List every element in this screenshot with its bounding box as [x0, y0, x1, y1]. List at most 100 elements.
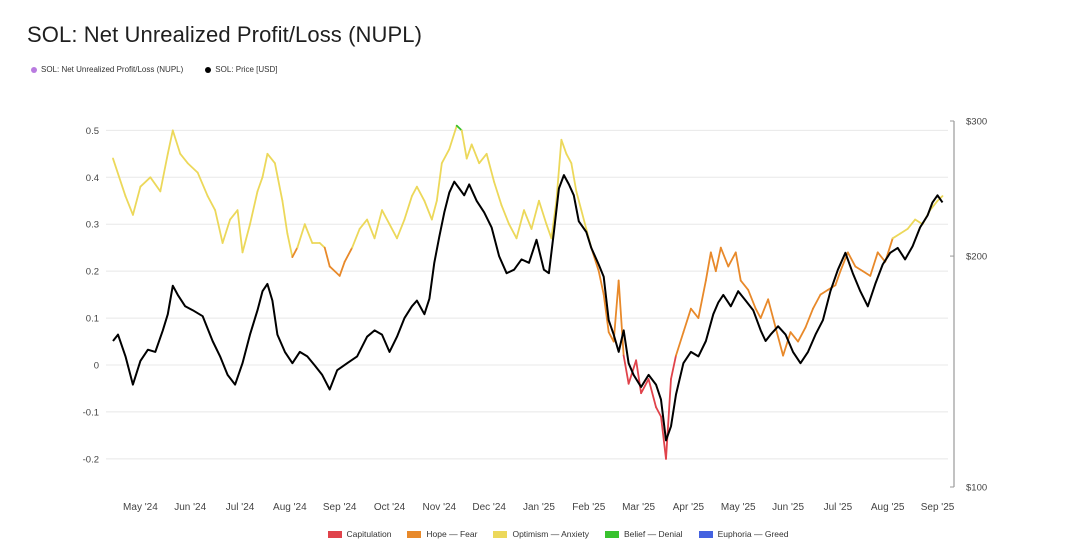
- nupl-segment: [727, 251, 737, 268]
- y-left-tick-label: 0: [94, 361, 99, 372]
- legend-item-nupl[interactable]: SOL: Net Unrealized Profit/Loss (NUPL): [31, 65, 183, 74]
- nupl-segment: [555, 138, 563, 202]
- zone-legend-hope-fear[interactable]: Hope — Fear: [407, 529, 477, 539]
- nupl-segment: [782, 331, 792, 357]
- nupl-segment: [899, 228, 909, 235]
- zone-legend-capitulation[interactable]: Capitulation: [327, 529, 391, 539]
- nupl-segment: [440, 148, 451, 165]
- x-tick-label: Oct '24: [374, 502, 406, 513]
- zone-legend-belief-denial[interactable]: Belief — Denial: [604, 529, 683, 539]
- nupl-segment: [854, 265, 864, 273]
- nupl-segment: [286, 232, 294, 258]
- x-tick-label: Jul '25: [824, 502, 853, 513]
- zone-swatch-hope-fear: [407, 530, 422, 538]
- nupl-segment: [179, 152, 189, 165]
- nupl-segment: [358, 218, 368, 230]
- nupl-segment: [318, 242, 326, 249]
- nupl-segment: [759, 298, 770, 319]
- nupl-segment: [747, 289, 757, 310]
- nupl-segment: [403, 195, 413, 221]
- zone-legend-euphoria-greed[interactable]: Euphoria — Greed: [698, 529, 788, 539]
- nupl-segment: [660, 415, 667, 460]
- y-right-tick-label: $300: [966, 117, 987, 128]
- nupl-segment: [338, 260, 346, 277]
- nupl-segment: [366, 218, 376, 240]
- nupl-segment: [196, 171, 209, 197]
- nupl-segment: [612, 279, 620, 343]
- x-tick-label: Sep '25: [921, 502, 955, 513]
- nupl-segment: [550, 199, 558, 240]
- nupl-segment: [221, 218, 231, 244]
- nupl-segment: [236, 209, 244, 254]
- series-legend: SOL: Net Unrealized Profit/Loss (NUPL) S…: [31, 65, 278, 74]
- legend-label-price: SOL: Price [USD]: [215, 65, 278, 74]
- nupl-segment: [675, 331, 685, 357]
- zone-label-belief-denial: Belief — Denial: [623, 529, 683, 539]
- nupl-segment: [381, 209, 391, 226]
- nupl-segment: [343, 246, 354, 263]
- nupl-segment: [132, 185, 142, 216]
- price-line: [112, 174, 944, 442]
- legend-dot-nupl: [31, 66, 37, 73]
- nupl-segment: [670, 354, 677, 380]
- zone-swatch-euphoria-greed: [698, 530, 713, 538]
- x-tick-label: Jun '24: [174, 502, 206, 513]
- nupl-segment: [812, 293, 822, 310]
- nupl-segment: [690, 307, 700, 319]
- nupl-segment: [869, 251, 879, 277]
- zone-swatch-capitulation: [327, 530, 342, 538]
- nupl-segment: [560, 138, 568, 155]
- nupl-segment: [229, 209, 239, 221]
- nupl-segment: [430, 199, 438, 221]
- legend-label-nupl: SOL: Net Unrealized Profit/Loss (NUPL): [41, 65, 184, 74]
- nupl-segment: [500, 204, 510, 226]
- nupl-segment: [281, 199, 289, 235]
- y-right-tick-label: $200: [966, 252, 987, 263]
- nupl-segment: [396, 218, 406, 240]
- nupl-segment: [266, 152, 276, 165]
- nupl-segment: [545, 223, 553, 240]
- nupl-segment: [774, 326, 784, 357]
- x-tick-label: Jun '25: [772, 502, 804, 513]
- chart-title: SOL: Net Unrealized Profit/Loss (NUPL): [27, 22, 423, 47]
- zone-legend: Capitulation Hope — Fear Optimism — Anxi…: [0, 529, 1066, 539]
- nupl-segment: [704, 251, 712, 282]
- nupl-segment: [719, 246, 730, 268]
- nupl-segment: [478, 152, 488, 165]
- legend-dot-price: [205, 66, 212, 73]
- nupl-segment: [906, 218, 917, 230]
- y-left-tick-label: 0.4: [86, 173, 99, 184]
- zone-legend-optimism-anxiety[interactable]: Optimism — Anxiety: [493, 529, 589, 539]
- nupl-segment: [523, 209, 533, 230]
- nupl-segment: [734, 251, 742, 282]
- nupl-segment: [159, 152, 169, 193]
- nupl-segment: [789, 331, 799, 343]
- nupl-segment: [149, 176, 162, 193]
- nupl-segment: [714, 246, 722, 273]
- x-tick-label: Sep '24: [323, 502, 357, 513]
- nupl-series: [112, 124, 944, 460]
- nupl-segment: [241, 223, 251, 254]
- nupl-segment: [171, 129, 182, 155]
- nupl-segment: [274, 162, 284, 202]
- nupl-segment: [697, 279, 707, 319]
- nupl-segment: [328, 265, 336, 273]
- nupl-segment: [166, 129, 174, 155]
- legend-item-price[interactable]: SOL: Price [USD]: [205, 65, 278, 74]
- nupl-segment: [565, 152, 573, 165]
- y-left-tick-label: 0.5: [86, 126, 99, 137]
- nupl-segment: [914, 218, 924, 226]
- nupl-segment: [665, 378, 672, 460]
- x-tick-label: Aug '25: [871, 502, 905, 513]
- zone-label-hope-fear: Hope — Fear: [426, 529, 478, 539]
- nupl-segment: [640, 378, 650, 395]
- nupl-segment: [333, 270, 341, 277]
- nupl-segment: [834, 270, 842, 287]
- nupl-segment: [323, 246, 331, 268]
- nupl-segment: [530, 199, 540, 230]
- nupl-segment: [682, 307, 692, 334]
- nupl-segment: [891, 232, 902, 240]
- nupl-segment: [767, 298, 777, 329]
- nupl-segment: [139, 176, 152, 188]
